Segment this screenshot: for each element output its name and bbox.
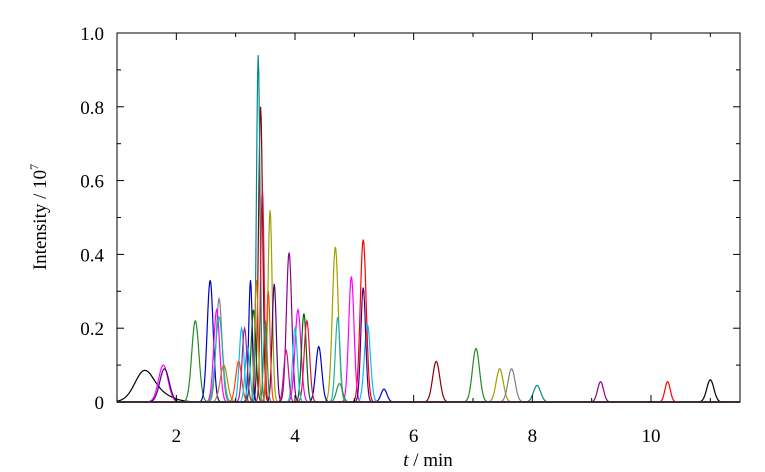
- y-tick-label: 1.0: [80, 24, 104, 45]
- series-line-2: [117, 106, 740, 403]
- series-line-6: [117, 296, 740, 403]
- y-axis-ticks: 0 0.2 0.4 0.6 0.8 1.0: [80, 24, 740, 414]
- y-axis-title-exponent: 7: [27, 164, 41, 170]
- y-tick-label: 0.4: [80, 245, 104, 266]
- x-tick-label: 10: [642, 426, 661, 447]
- x-tick-label: 6: [409, 426, 419, 447]
- x-axis-title: t / min: [403, 450, 453, 471]
- x-tick-label: 2: [172, 426, 182, 447]
- series-line-9: [117, 280, 740, 403]
- y-tick-label: 0.2: [80, 319, 104, 340]
- x-tick-label: 4: [290, 426, 300, 447]
- series-line-17: [117, 291, 740, 403]
- x-axis-title-symbol: t: [403, 450, 409, 471]
- series-line-15: [117, 283, 740, 403]
- y-axis-title: Intensity / 107: [27, 164, 51, 270]
- series-line-8: [117, 252, 740, 403]
- series-line-4: [117, 239, 740, 403]
- y-tick-label: 0.6: [80, 172, 104, 193]
- series-line-10: [117, 276, 740, 403]
- x-tick-label: 8: [528, 426, 538, 447]
- y-tick-label: 0.8: [80, 98, 104, 119]
- x-axis-title-unit: / min: [408, 450, 453, 471]
- y-axis-title-base: Intensity / 10: [30, 170, 51, 270]
- series-line-5: [117, 210, 740, 403]
- series-line-16: [117, 280, 740, 403]
- series-line-7: [117, 55, 740, 403]
- plot-frame: [116, 32, 741, 403]
- series-line-14: [117, 187, 740, 403]
- series-layer: [116, 55, 740, 403]
- y-tick-label: 0: [95, 393, 105, 414]
- x-axis-ticks: 2 4 6 8 10: [116, 33, 711, 447]
